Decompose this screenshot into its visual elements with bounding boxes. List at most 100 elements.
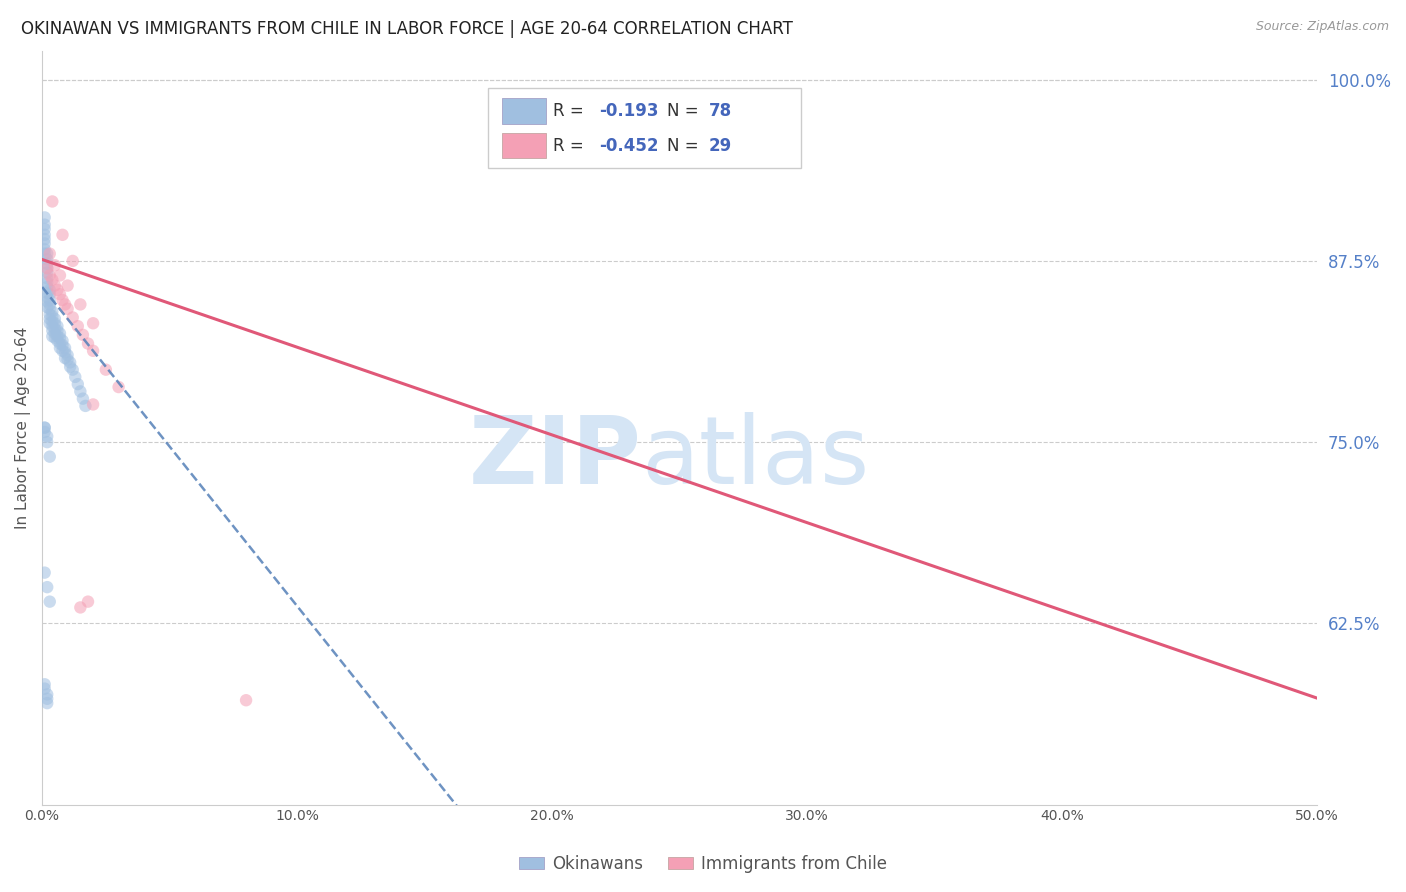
Point (69, 600, 91, 615)
Point (66, 377, 89, 392)
Point (51, 343, 73, 358)
Point (235, 693, 257, 707)
Point (34, 211, 56, 225)
Point (65, 370, 87, 384)
Point (62, 362, 84, 376)
Point (56, 301, 79, 316)
Point (46, 324, 69, 338)
Point (82, 316, 104, 330)
Point (41, 304, 63, 318)
Point (34, 232, 56, 246)
Point (38, 246, 60, 260)
FancyBboxPatch shape (502, 133, 546, 159)
Point (62, 310, 84, 325)
Point (38, 316, 60, 330)
Point (38, 297, 60, 311)
Point (59, 359, 82, 374)
Point (49, 341, 72, 355)
Point (69, 297, 91, 311)
Text: 29: 29 (709, 136, 733, 154)
Point (34, 218, 56, 232)
Point (53, 297, 76, 311)
Text: R =: R = (554, 102, 589, 120)
Point (44, 278, 66, 293)
Point (44, 326, 66, 341)
Point (34, 420, 56, 434)
Point (37, 261, 59, 276)
Point (37, 435, 59, 450)
Point (34, 420, 56, 434)
Point (38, 283, 60, 297)
Point (34, 681, 56, 696)
Text: atlas: atlas (641, 412, 869, 504)
Point (77, 594, 100, 608)
FancyBboxPatch shape (488, 88, 800, 168)
Text: -0.193: -0.193 (599, 102, 658, 120)
Point (53, 341, 76, 355)
Point (72, 392, 94, 406)
Point (53, 345, 76, 359)
Text: N =: N = (666, 102, 703, 120)
Point (66, 319, 89, 334)
Point (51, 293, 73, 307)
Text: ZIP: ZIP (468, 412, 641, 504)
Point (34, 566, 56, 580)
Text: OKINAWAN VS IMMIGRANTS FROM CHILE IN LABOR FORCE | AGE 20-64 CORRELATION CHART: OKINAWAN VS IMMIGRANTS FROM CHILE IN LAB… (21, 20, 793, 37)
Point (38, 450, 60, 464)
Point (46, 283, 69, 297)
Point (51, 227, 73, 242)
Point (56, 348, 79, 362)
Point (72, 327, 94, 342)
Point (37, 261, 59, 276)
Point (34, 227, 56, 242)
Point (38, 293, 60, 307)
Point (37, 276, 59, 290)
Point (77, 336, 100, 351)
Point (38, 287, 60, 301)
Point (51, 338, 73, 352)
Point (37, 285, 59, 300)
Point (46, 334, 69, 348)
Point (37, 691, 59, 706)
FancyBboxPatch shape (502, 98, 546, 124)
Point (51, 334, 73, 348)
Point (41, 329, 63, 343)
Point (34, 246, 56, 260)
Point (34, 425, 56, 439)
Point (82, 343, 104, 358)
Point (44, 322, 66, 336)
Point (56, 352, 79, 367)
Point (34, 236, 56, 251)
Point (34, 242, 56, 256)
Text: R =: R = (554, 136, 589, 154)
Legend: Okinawans, Immigrants from Chile: Okinawans, Immigrants from Chile (512, 848, 894, 880)
Point (38, 594, 60, 608)
Point (69, 384, 91, 399)
Point (37, 252, 59, 267)
Point (34, 222, 56, 236)
Point (44, 331, 66, 345)
Text: Source: ZipAtlas.com: Source: ZipAtlas.com (1256, 20, 1389, 33)
Point (37, 290, 59, 304)
Point (37, 257, 59, 271)
Point (49, 331, 72, 345)
Point (53, 351, 76, 365)
Point (44, 258, 66, 272)
Text: 78: 78 (709, 102, 733, 120)
Point (62, 254, 84, 268)
Point (49, 326, 72, 341)
Point (41, 309, 63, 323)
Point (38, 301, 60, 316)
Point (44, 312, 66, 326)
Point (49, 287, 72, 301)
Point (37, 696, 59, 710)
Point (37, 429, 59, 443)
Point (41, 315, 63, 329)
Point (37, 294, 59, 309)
Point (41, 273, 63, 287)
Point (37, 688, 59, 702)
Text: -0.452: -0.452 (599, 136, 658, 154)
Point (46, 329, 69, 343)
Point (44, 316, 66, 330)
Point (41, 194, 63, 209)
